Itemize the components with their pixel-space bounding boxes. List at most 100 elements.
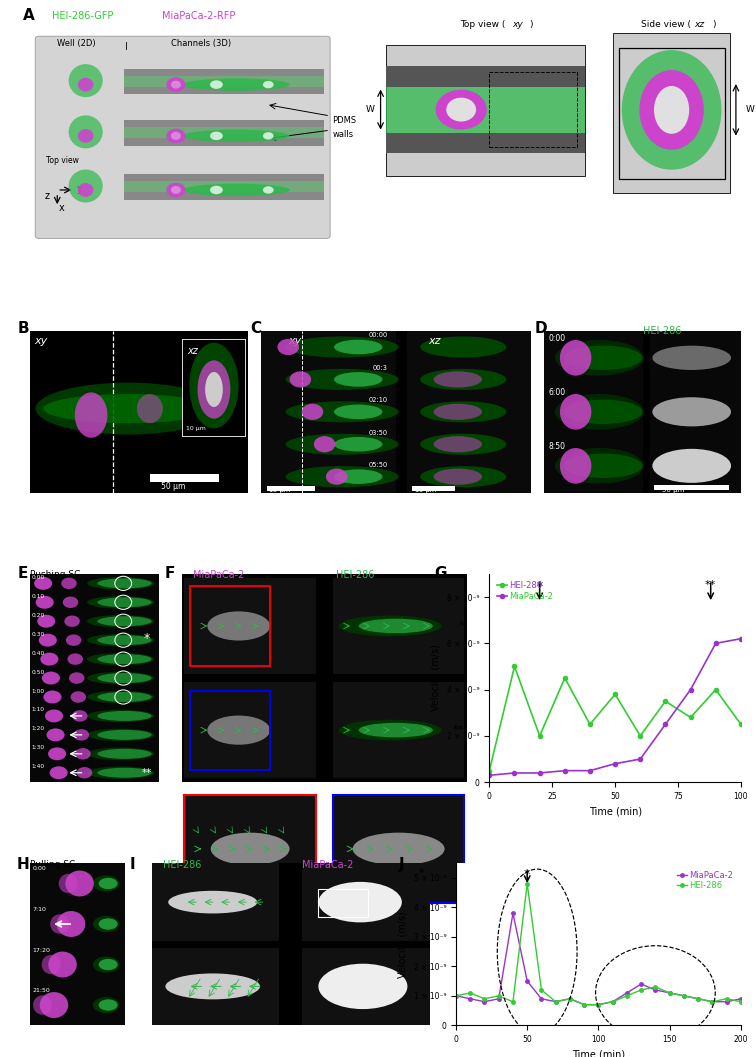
Bar — [30, 904, 125, 944]
MiaPaCa-2 — [480, 996, 489, 1008]
Ellipse shape — [318, 882, 402, 923]
Bar — [30, 763, 160, 782]
Ellipse shape — [87, 653, 154, 665]
Ellipse shape — [98, 919, 118, 930]
Ellipse shape — [420, 336, 507, 357]
Text: 1:20: 1:20 — [32, 726, 45, 731]
Text: **: ** — [705, 580, 717, 590]
Ellipse shape — [358, 618, 433, 633]
Ellipse shape — [555, 340, 643, 375]
Ellipse shape — [87, 709, 154, 722]
Ellipse shape — [339, 720, 442, 741]
Bar — [151, 947, 280, 1025]
Ellipse shape — [420, 402, 507, 423]
MiaPaCa-2 — [509, 907, 518, 920]
MiaPaCa-2 — [537, 993, 546, 1005]
HEI-286 — [665, 986, 674, 999]
Text: HEI-286-GFP: HEI-286-GFP — [51, 12, 113, 21]
Ellipse shape — [560, 448, 591, 484]
MiaPaCa-2 — [651, 984, 660, 997]
Bar — [150, 475, 219, 482]
Bar — [407, 428, 531, 461]
Text: 50 μm: 50 μm — [161, 482, 185, 492]
MiaPaCa-2 — [661, 718, 670, 730]
Ellipse shape — [75, 748, 91, 760]
MiaPaCa-2 — [736, 993, 745, 1005]
Ellipse shape — [286, 402, 398, 423]
Text: 8:50: 8:50 — [548, 442, 565, 451]
Text: H: H — [17, 857, 29, 872]
Text: HEI-286: HEI-286 — [643, 326, 681, 336]
Ellipse shape — [166, 973, 260, 999]
Ellipse shape — [98, 654, 152, 664]
Legend: HEI-286, MiaPaCa-2: HEI-286, MiaPaCa-2 — [494, 578, 556, 605]
Text: 05:50: 05:50 — [369, 462, 388, 468]
Ellipse shape — [555, 394, 643, 429]
Ellipse shape — [210, 132, 223, 141]
Bar — [191, 690, 270, 769]
Ellipse shape — [33, 996, 52, 1015]
Ellipse shape — [263, 132, 274, 140]
Ellipse shape — [210, 186, 223, 194]
Bar — [124, 138, 324, 146]
Text: z: z — [45, 190, 49, 201]
Bar — [302, 864, 429, 941]
Ellipse shape — [87, 690, 154, 703]
Text: 00:3: 00:3 — [373, 365, 388, 371]
Bar — [262, 461, 396, 493]
Ellipse shape — [555, 448, 643, 484]
Ellipse shape — [334, 405, 383, 420]
Ellipse shape — [166, 183, 185, 198]
Ellipse shape — [302, 404, 324, 420]
MiaPaCa-2 — [451, 989, 460, 1002]
Text: xy: xy — [288, 336, 302, 346]
Ellipse shape — [98, 999, 118, 1010]
Text: xy: xy — [512, 19, 523, 29]
Ellipse shape — [263, 81, 274, 89]
Text: 0:00: 0:00 — [548, 334, 565, 344]
Bar — [191, 587, 270, 666]
Ellipse shape — [560, 340, 591, 375]
Ellipse shape — [87, 747, 154, 760]
Ellipse shape — [564, 400, 643, 424]
Ellipse shape — [78, 78, 94, 92]
Bar — [650, 439, 741, 493]
Ellipse shape — [93, 997, 119, 1014]
Text: *: * — [144, 632, 150, 645]
Bar — [412, 486, 455, 492]
Line: MiaPaCa-2: MiaPaCa-2 — [488, 636, 743, 777]
Text: 0:50: 0:50 — [32, 670, 45, 674]
Ellipse shape — [67, 653, 83, 665]
HEI-286 — [537, 984, 546, 997]
HEI-286 — [651, 981, 660, 994]
Text: xz: xz — [695, 19, 705, 29]
HEI-286 — [686, 711, 695, 724]
Text: 0:10: 0:10 — [32, 594, 45, 599]
Ellipse shape — [207, 716, 270, 745]
Bar — [262, 364, 396, 395]
Ellipse shape — [57, 911, 85, 937]
MiaPaCa-2 — [580, 998, 589, 1010]
HEI-286 — [594, 998, 603, 1010]
Ellipse shape — [59, 874, 78, 893]
Ellipse shape — [36, 383, 221, 434]
Text: B: B — [17, 321, 29, 336]
Bar — [386, 87, 584, 132]
Text: 1:40: 1:40 — [32, 764, 45, 769]
Ellipse shape — [564, 453, 643, 478]
Ellipse shape — [435, 90, 487, 130]
HEI-286 — [560, 671, 569, 684]
Ellipse shape — [207, 611, 270, 641]
Ellipse shape — [183, 78, 290, 91]
Bar — [262, 428, 396, 461]
Text: 1:00: 1:00 — [32, 688, 45, 693]
Text: A: A — [23, 8, 35, 23]
Text: 17:20: 17:20 — [33, 947, 50, 952]
Text: MiaPaCa-2: MiaPaCa-2 — [193, 570, 244, 579]
MiaPaCa-2 — [722, 996, 731, 1008]
Ellipse shape — [171, 132, 181, 140]
Text: Channels (3D): Channels (3D) — [171, 39, 231, 48]
Ellipse shape — [339, 615, 442, 636]
Ellipse shape — [420, 369, 507, 390]
FancyBboxPatch shape — [36, 36, 330, 239]
